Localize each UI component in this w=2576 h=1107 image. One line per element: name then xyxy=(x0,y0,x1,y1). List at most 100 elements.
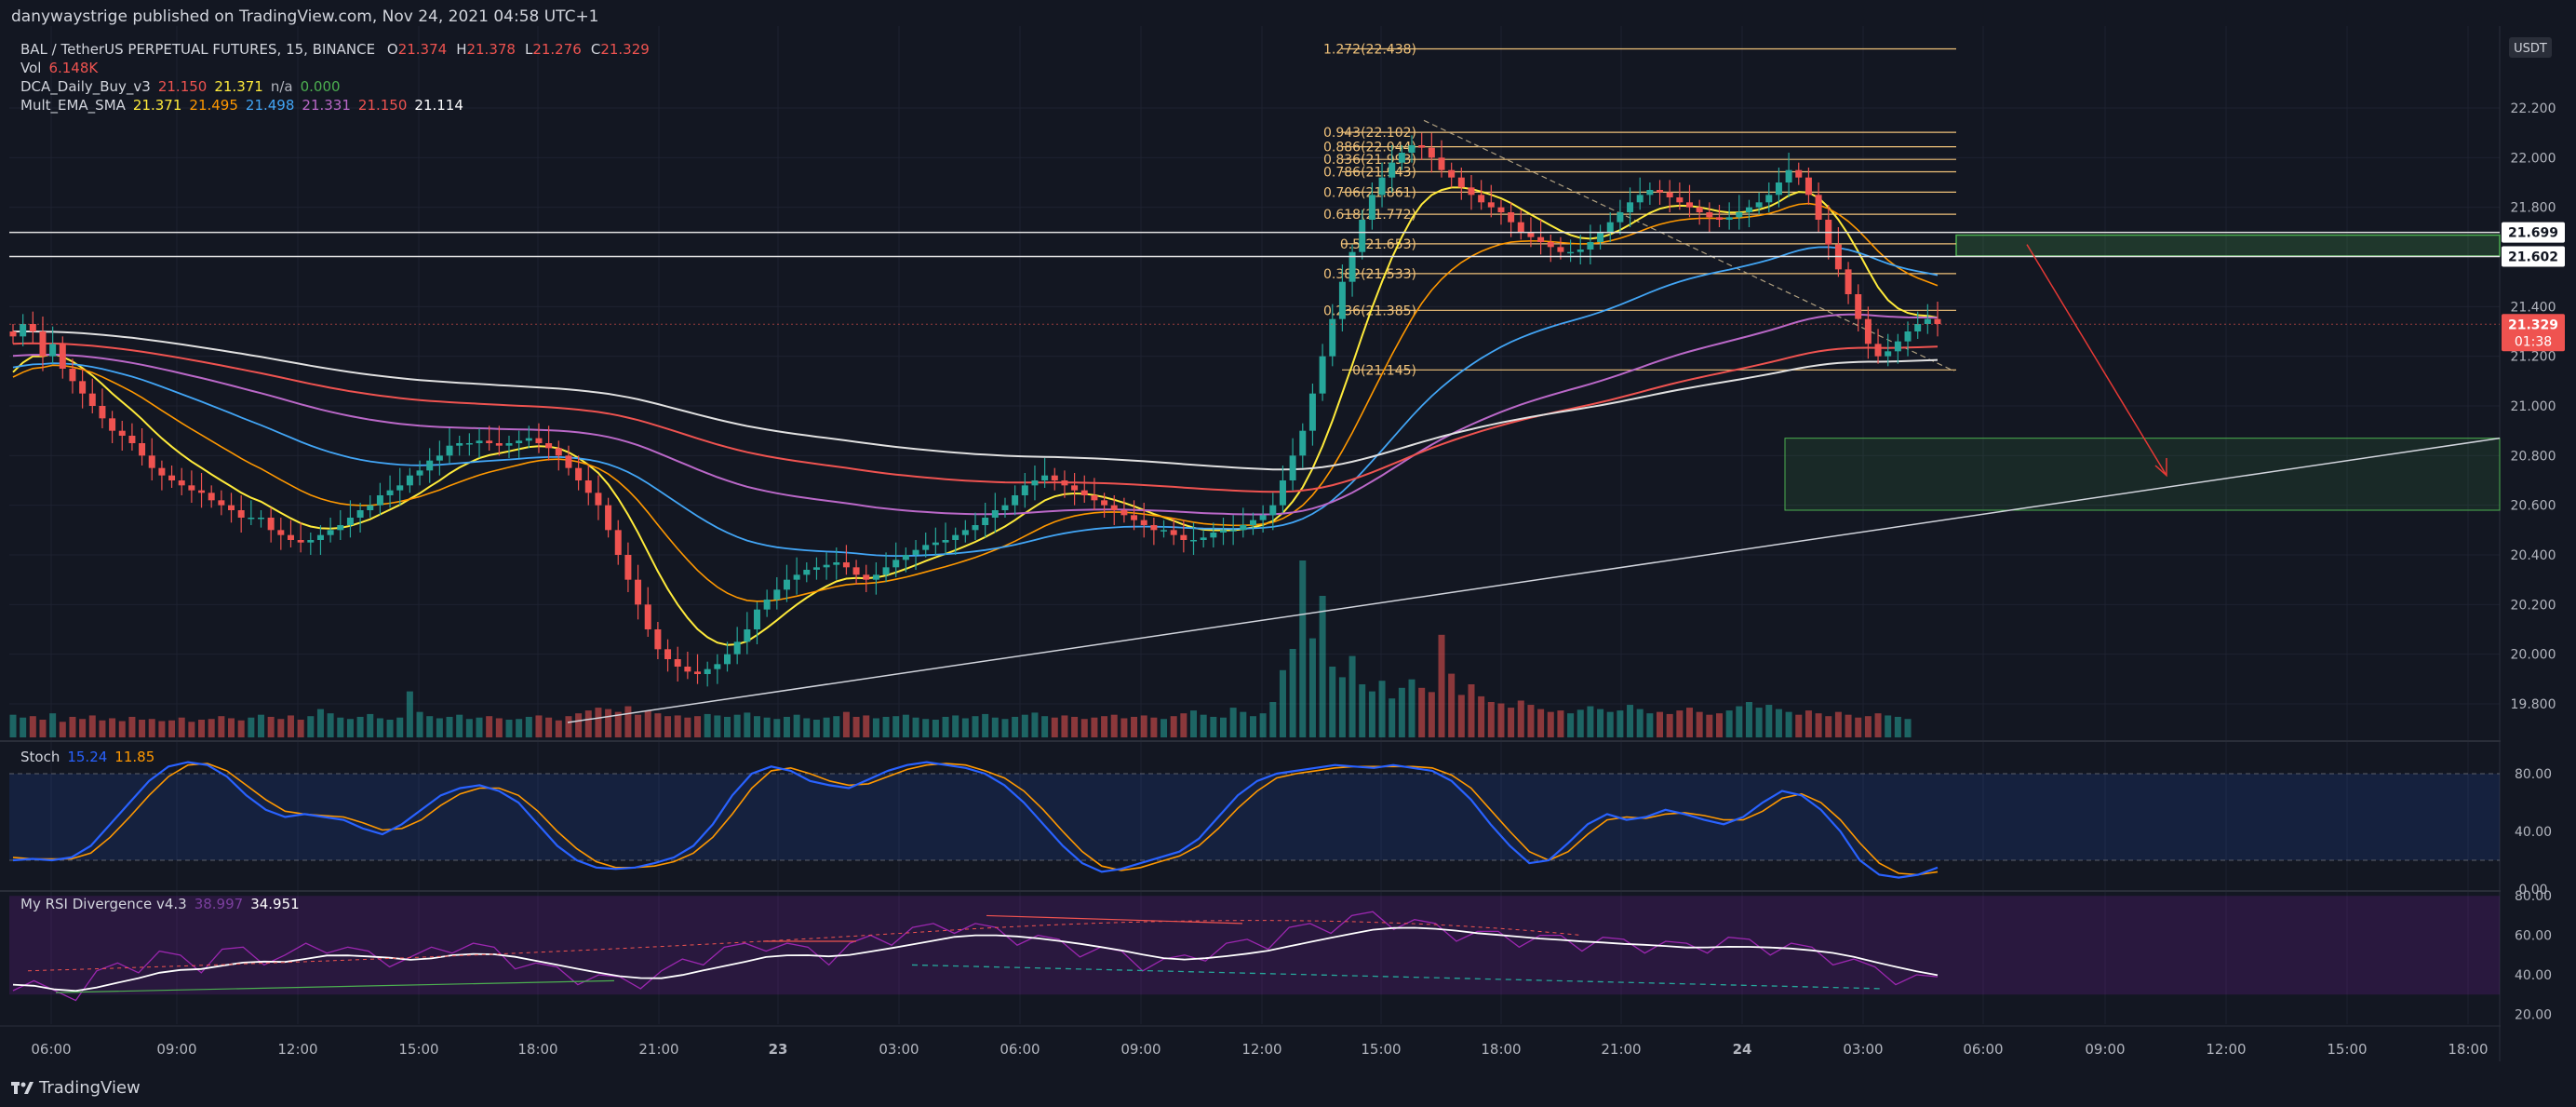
candle-body-168 xyxy=(1676,197,1684,203)
rsi-raw-line xyxy=(12,911,1939,1002)
volume-bar-171 xyxy=(1706,714,1713,737)
currency-badge xyxy=(2509,37,2552,58)
candle-body-81 xyxy=(812,567,820,570)
stoch-legend[interactable]: Stoch 15.24 11.85 xyxy=(20,749,155,765)
vol-legend[interactable]: Vol 6.148K xyxy=(20,60,99,76)
price-axis[interactable]: USDT22.20022.00021.80021.60021.40021.200… xyxy=(2501,0,2576,1080)
rsi-divergence-curve xyxy=(27,920,1583,972)
candle-body-106 xyxy=(1061,480,1068,486)
price-label-1: 21.602 xyxy=(2508,250,2558,264)
candle-body-6 xyxy=(69,369,76,382)
volume-bar-186 xyxy=(1855,717,1862,737)
volume-bar-48 xyxy=(486,716,493,737)
volume-bar-54 xyxy=(545,717,553,737)
volume-bar-83 xyxy=(833,716,840,737)
volume-bar-33 xyxy=(337,717,344,737)
candle-body-94 xyxy=(942,540,949,543)
volume-bar-87 xyxy=(872,718,879,737)
volume-bar-158 xyxy=(1576,709,1584,737)
rsi-legend[interactable]: My RSI Divergence v4.3 38.997 34.951 xyxy=(20,896,300,912)
candle-body-176 xyxy=(1755,202,1763,208)
candle-body-70 xyxy=(704,668,711,674)
candle-countdown: 01:38 xyxy=(2515,334,2552,349)
candle-body-192 xyxy=(1914,324,1922,331)
time-tick-15: 03:00 xyxy=(1843,1041,1883,1058)
volume-bar-14 xyxy=(148,719,155,737)
volume-bar-164 xyxy=(1636,709,1644,737)
volume-bar-63 xyxy=(635,714,642,737)
volume-bar-183 xyxy=(1825,716,1832,737)
price-tick-11: 20.000 xyxy=(2511,648,2556,663)
time-tick-14: 24 xyxy=(1733,1041,1752,1058)
candle-body-65 xyxy=(654,629,662,650)
volume-bar-68 xyxy=(684,717,691,737)
stoch-pane[interactable] xyxy=(9,761,2500,879)
volume-bar-132 xyxy=(1319,596,1326,737)
dca-legend[interactable]: DCA_Daily_Buy_v3 21.150 21.371 n/a 0.000 xyxy=(20,78,341,95)
candle-body-77 xyxy=(773,589,781,600)
symbol-name[interactable]: BAL / TetherUS PERPETUAL FUTURES, 15, BI… xyxy=(20,41,376,58)
rsi-pane[interactable] xyxy=(9,896,2500,1002)
volume-bar-24 xyxy=(248,717,255,737)
fib-label-2: 0.886(22.044) xyxy=(1323,141,1416,155)
volume-bar-185 xyxy=(1845,714,1852,737)
volume-bar-166 xyxy=(1657,711,1664,737)
time-axis[interactable]: 06:00 09:00 12:00 15:00 18:00 21:00 23 03:00 06:… xyxy=(31,1041,2488,1058)
volume-bar-96 xyxy=(961,718,969,737)
candle-body-47 xyxy=(476,440,483,443)
volume-bar-165 xyxy=(1646,713,1654,737)
ema-legend[interactable]: Mult_EMA_SMA 21.371 21.495 21.498 21.331 21.1… xyxy=(20,97,463,114)
candle-body-92 xyxy=(922,545,930,550)
candle-body-9 xyxy=(99,406,106,419)
candle-body-42 xyxy=(426,460,434,471)
candle-body-55 xyxy=(555,448,562,456)
volume-bar-59 xyxy=(595,708,602,737)
volume-bar-102 xyxy=(1021,714,1028,737)
volume-bar-176 xyxy=(1755,708,1763,737)
volume-bar-27 xyxy=(277,719,285,737)
projection-arrow-line xyxy=(2026,244,2167,477)
support-zone xyxy=(1784,438,2501,511)
volume-bar-163 xyxy=(1627,705,1634,737)
candle-body-130 xyxy=(1299,430,1307,456)
tradingview-logo[interactable]: TradingView xyxy=(11,1078,141,1098)
candle-body-114 xyxy=(1140,520,1147,525)
candle-body-133 xyxy=(1329,318,1336,357)
candle-body-39 xyxy=(396,485,404,491)
candle-body-160 xyxy=(1597,232,1604,242)
volume-bar-109 xyxy=(1091,717,1098,737)
volume-bar-172 xyxy=(1715,713,1723,737)
candle-body-7 xyxy=(79,381,87,394)
candle-body-75 xyxy=(753,609,760,629)
candle-body-28 xyxy=(287,534,294,540)
candle-body-18 xyxy=(188,485,195,491)
time-tick-1: 09:00 xyxy=(156,1041,196,1058)
candle-body-102 xyxy=(1021,485,1028,495)
symbol-legend[interactable]: BAL / TetherUS PERPETUAL FUTURES, 15, BI… xyxy=(20,41,664,58)
trend-drawings[interactable] xyxy=(9,231,2501,723)
candle-body-144 xyxy=(1438,157,1445,170)
candle-body-38 xyxy=(386,490,394,495)
volume-bar-97 xyxy=(972,716,979,737)
candle-body-93 xyxy=(932,542,939,546)
time-tick-16: 06:00 xyxy=(1963,1041,2003,1058)
candle-body-90 xyxy=(902,555,909,560)
candle-body-91 xyxy=(912,549,919,555)
time-tick-3: 15:00 xyxy=(398,1041,438,1058)
volume-bar-12 xyxy=(128,716,136,737)
candle-body-44 xyxy=(446,445,453,456)
candle-body-1 xyxy=(20,324,27,337)
candle-body-48 xyxy=(486,440,493,443)
fibonacci-retracement[interactable]: 1.272(22.438) 0.943(22.102)0.886(22.044) 0… xyxy=(1323,43,1956,379)
volume-bar-81 xyxy=(812,720,820,737)
volume-bar-58 xyxy=(584,710,592,737)
candle-body-118 xyxy=(1180,534,1187,540)
volume-bar-155 xyxy=(1547,711,1554,737)
candle-body-24 xyxy=(248,518,255,520)
candle-body-131 xyxy=(1308,393,1316,431)
candle-body-34 xyxy=(346,518,354,525)
volume-bar-76 xyxy=(763,717,771,737)
candle-body-124 xyxy=(1240,525,1247,531)
candle-body-112 xyxy=(1120,510,1128,516)
